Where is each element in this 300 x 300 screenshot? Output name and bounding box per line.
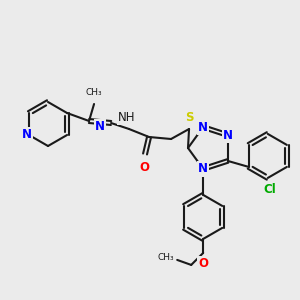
Text: O: O bbox=[198, 257, 208, 270]
Text: N: N bbox=[22, 128, 32, 142]
Text: S: S bbox=[185, 111, 193, 124]
Text: N: N bbox=[95, 121, 105, 134]
Text: O: O bbox=[139, 161, 149, 174]
Text: N: N bbox=[198, 162, 208, 176]
Text: N: N bbox=[198, 121, 208, 134]
Text: N: N bbox=[223, 129, 233, 142]
Text: CH₃: CH₃ bbox=[86, 88, 102, 97]
Text: CH₃: CH₃ bbox=[158, 254, 174, 262]
Text: Cl: Cl bbox=[263, 183, 276, 196]
Text: NH: NH bbox=[118, 111, 136, 124]
